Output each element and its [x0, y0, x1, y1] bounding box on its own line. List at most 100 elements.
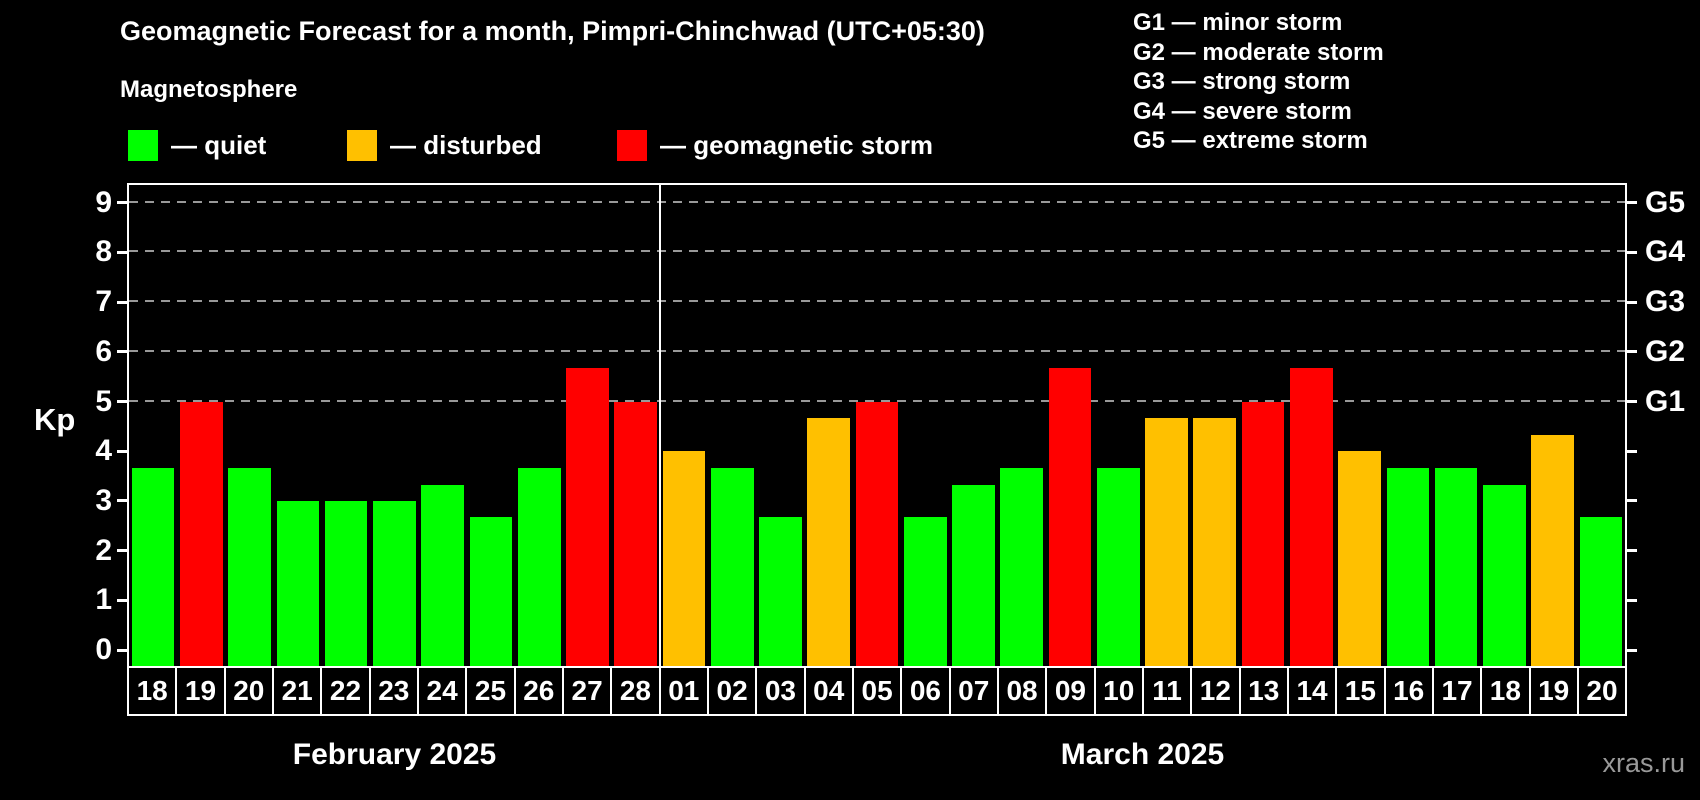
y-tick-right-1: [1627, 598, 1637, 602]
legend-label: — geomagnetic storm: [660, 130, 934, 160]
kp-bar-day-11: [1145, 417, 1188, 666]
y-tick-left-6: [117, 350, 127, 354]
g-legend-line-g1: G1 — minor storm: [1133, 9, 1343, 36]
g-tick-label-g3: G3: [1645, 285, 1686, 319]
kp-bar-day-27: [566, 368, 609, 666]
y-tick-right-5: [1627, 400, 1637, 403]
kp-bar-day-05: [855, 401, 899, 666]
y-tick-left-2: [117, 549, 127, 553]
y-tick-label-3: 3: [95, 483, 112, 517]
legend-label: — disturbed: [390, 130, 542, 160]
kp-bar-day-06: [903, 517, 947, 666]
kp-bar-day-20: [1579, 517, 1623, 666]
date-cell-08: 08: [996, 668, 1045, 714]
y-tick-label-2: 2: [95, 533, 112, 567]
kp-bar-day-25: [469, 517, 513, 666]
gridline-kp8: [129, 250, 1625, 253]
legend-item-quiet: — quiet: [128, 130, 266, 161]
date-cell-24: 24: [416, 668, 465, 714]
date-cell-26: 26: [513, 668, 562, 714]
date-cell-15: 15: [1335, 668, 1383, 714]
y-tick-label-4: 4: [95, 434, 112, 468]
date-cell-20: 20: [1576, 668, 1625, 714]
kp-bar-day-04: [807, 417, 851, 666]
y-tick-right-6: [1627, 350, 1637, 354]
month-label-february: February 2025: [292, 738, 497, 771]
date-cell-01: 01: [658, 668, 707, 714]
y-tick-label-6: 6: [95, 334, 112, 368]
kp-bar-day-20: [228, 467, 271, 666]
date-cell-17: 17: [1431, 668, 1480, 714]
y-tick-left-0: [117, 648, 127, 652]
legend-label: — quiet: [171, 130, 267, 160]
g-legend-line-g5: G5 — extreme storm: [1133, 127, 1368, 154]
date-cell-07: 07: [948, 668, 997, 714]
y-tick-left-5: [117, 400, 127, 403]
kp-bar-day-15: [1338, 451, 1381, 666]
y-tick-right-4: [1627, 449, 1637, 453]
legend-item-storm: — geomagnetic storm: [617, 130, 933, 161]
y-tick-right-0: [1627, 648, 1637, 652]
kp-bar-day-21: [276, 500, 320, 666]
gridline-kp6: [129, 349, 1625, 352]
date-cell-18: 18: [136, 675, 168, 706]
g-tick-label-g5: G5: [1645, 185, 1686, 219]
watermark: xras.ru: [1602, 748, 1685, 778]
date-cell-20: 20: [223, 668, 272, 714]
kp-bar-day-01: [662, 451, 706, 666]
date-cell-23: 23: [368, 668, 417, 714]
date-cell-22: 22: [320, 668, 368, 714]
y-axis-left-spine: [127, 183, 129, 668]
kp-bar-day-09: [1048, 368, 1092, 666]
g-tick-label-g1: G1: [1645, 384, 1686, 418]
kp-bar-day-16: [1386, 467, 1430, 666]
y-tick-left-9: [117, 201, 127, 205]
page-title: Geomagnetic Forecast for a month, Pimpri…: [120, 16, 985, 46]
kp-bar-day-19: [1531, 434, 1574, 666]
date-cell-14: 14: [1286, 668, 1335, 714]
g-legend-line-g3: G3 — strong storm: [1133, 68, 1351, 95]
y-tick-label-0: 0: [95, 633, 112, 666]
y-tick-left-1: [117, 598, 127, 602]
kp-bar-day-14: [1289, 368, 1333, 666]
y-tick-label-7: 7: [95, 285, 112, 319]
y-tick-left-4: [117, 449, 127, 453]
g-scale-legend: G1 — minor storm G2 — moderate storm G3 …: [1133, 8, 1384, 156]
date-cell-21: 21: [271, 668, 320, 714]
date-cell-04: 04: [803, 668, 852, 714]
date-cell-13: 13: [1238, 668, 1287, 714]
y-tick-right-8: [1627, 250, 1637, 254]
month-label-march: March 2025: [1060, 738, 1225, 771]
date-cell-05: 05: [851, 668, 900, 714]
date-cell-11: 11: [1141, 668, 1190, 714]
kp-bar-day-28: [614, 401, 658, 666]
date-cell-06: 06: [900, 668, 948, 714]
gridline-kp9: [129, 200, 1625, 203]
g-tick-label-g2: G2: [1645, 334, 1686, 368]
y-tick-right-2: [1627, 549, 1637, 553]
y-tick-label-5: 5: [95, 384, 112, 418]
kp-bar-day-18: [1483, 484, 1526, 666]
kp-bar-day-22: [324, 500, 368, 666]
g-legend-line-g4: G4 — severe storm: [1133, 97, 1352, 125]
gridline-kp7: [129, 300, 1625, 303]
kp-bar-day-18: [131, 467, 175, 666]
g-legend-line-g2: G2 — moderate storm: [1133, 38, 1384, 66]
month-separator-line: [658, 185, 661, 666]
y-tick-label-1: 1: [95, 583, 112, 617]
g-tick-label-g4: G4: [1645, 235, 1686, 269]
plot-top-spine: [127, 183, 1627, 185]
date-cell-28: 28: [610, 668, 658, 714]
y-tick-right-9: [1627, 201, 1637, 205]
kp-bar-day-12: [1193, 417, 1237, 666]
kp-bar-day-26: [517, 467, 561, 666]
y-tick-left-7: [117, 300, 127, 304]
kp-bar-day-24: [421, 484, 464, 666]
chart-subtitle: Magnetosphere: [120, 76, 298, 103]
date-cell-19: 19: [175, 668, 223, 714]
kp-bar-day-10: [1096, 467, 1140, 666]
disturbed-color-swatch-icon: [347, 130, 377, 161]
gridline-kp5: [129, 399, 1625, 402]
storm-color-swatch-icon: [617, 130, 647, 161]
